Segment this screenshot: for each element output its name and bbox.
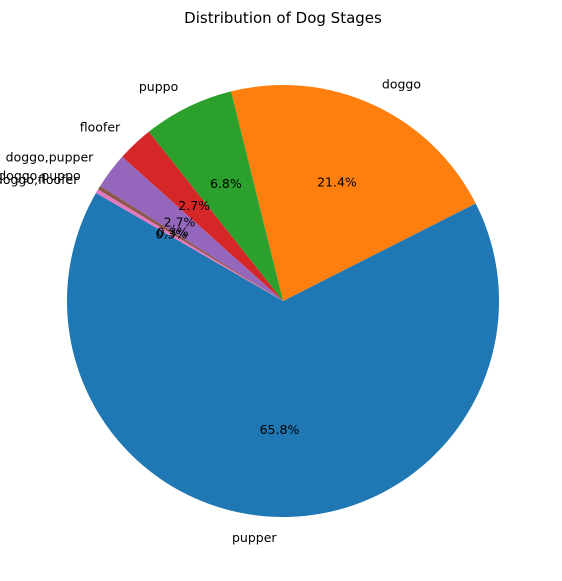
category-labels: pupper doggo puppo floofer doggo,pupper doggo… [0, 76, 421, 545]
percent-label-floofer: 2.7% [178, 198, 210, 213]
category-label-pupper: pupper [232, 530, 277, 545]
percent-labels: 65.8%21.4%6.8%2.7%2.7%0.3%0.3% [155, 175, 356, 437]
pie-slices [67, 85, 500, 518]
pie-slice-doggo-puppo [98, 186, 283, 301]
category-label-floofer: floofer [80, 119, 121, 134]
percent-label-doggo: 21.4% [317, 175, 357, 190]
pie-slice-puppo [148, 91, 283, 301]
category-label-puppo: puppo [139, 79, 178, 94]
category-label-doggo-floofer: doggo,floofer [0, 172, 79, 187]
pie-slice-doggo-floofer [95, 189, 284, 301]
percent-label-puppo: 6.8% [210, 176, 242, 191]
pie-slice-doggo-pupper [100, 156, 283, 301]
percent-label-doggo-pupper: 2.7% [164, 214, 196, 229]
chart-title: Distribution of Dog Stages [184, 9, 382, 27]
percent-label-doggo-floofer: 0.3% [155, 227, 187, 242]
pie-slice-pupper [67, 193, 500, 518]
pie-slice-doggo [231, 85, 476, 301]
percent-label-doggo-puppo: 0.3% [157, 225, 189, 240]
category-label-doggo: doggo [382, 76, 421, 91]
percent-label-pupper: 65.8% [260, 422, 300, 437]
pie-slice-floofer [122, 131, 283, 301]
category-label-doggo-pupper: doggo,pupper [6, 149, 94, 164]
category-label-doggo-puppo: doggo,puppo [0, 168, 81, 183]
